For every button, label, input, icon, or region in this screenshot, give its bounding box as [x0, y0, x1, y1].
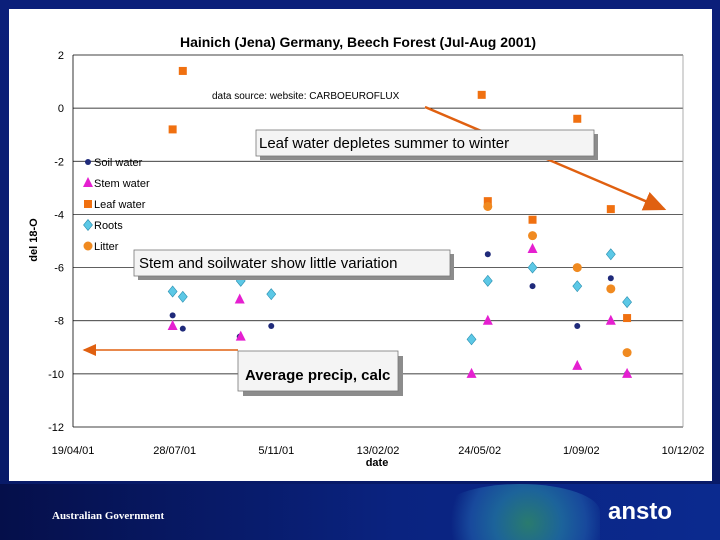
source-note: data source: website: CARBOEUROFLUX: [212, 91, 400, 102]
annotation-leaf-water-text: Leaf water depletes summer to winter: [259, 135, 509, 152]
roots-point: [605, 248, 616, 261]
y-tick-label: -4: [54, 209, 64, 221]
roots-point: [466, 333, 477, 346]
y-tick-label: 0: [58, 103, 64, 115]
legend-marker-roots: [83, 219, 93, 231]
chart-title: Hainich (Jena) Germany, Beech Forest (Ju…: [180, 34, 536, 50]
x-tick-label: 5/11/01: [258, 445, 294, 457]
legend-label-roots: Roots: [94, 220, 123, 232]
y-tick-label: -12: [48, 422, 64, 434]
x-tick-labels: 19/04/01 28/07/01 5/11/01 13/02/02 24/05/02 1…: [52, 445, 705, 457]
stem-water-point: [466, 367, 477, 378]
litter-point: [606, 284, 616, 294]
footer-bar: Australian Government ansto: [0, 484, 720, 540]
roots-point: [622, 296, 632, 309]
litter-point: [528, 231, 538, 241]
roots-point: [482, 274, 493, 287]
stem-water-point: [527, 242, 538, 253]
stem-water-point: [605, 314, 616, 325]
litter-point: [622, 348, 632, 358]
stem-water-point: [234, 293, 245, 304]
annotation-stem-soil-text: Stem and soilwater show little variation: [139, 255, 397, 272]
leaf-water-point: [168, 125, 177, 134]
legend-marker-leaf-water: [84, 200, 92, 208]
annotation-precip: Average precip, calc: [237, 350, 403, 396]
soil-water-point: [529, 283, 536, 290]
legend-marker-litter: [83, 241, 93, 251]
roots-point: [572, 280, 583, 293]
leaf-water-point: [623, 314, 632, 323]
soil-water-point: [484, 251, 491, 258]
leaf-water-point: [178, 66, 187, 75]
roots-point: [177, 290, 188, 303]
stem-water-point: [622, 367, 633, 378]
ansto-logo: ansto: [608, 498, 673, 525]
x-axis-label: date: [366, 457, 389, 469]
stem-water-point: [572, 359, 583, 370]
x-tick-label: 10/12/02: [662, 445, 705, 457]
y-tick-label: -6: [54, 263, 64, 275]
leaf-water-point: [606, 205, 615, 214]
y-tick-label: -10: [48, 369, 64, 381]
chart-panel: [9, 9, 712, 481]
soil-water-point: [268, 323, 275, 330]
y-tick-label: 2: [58, 50, 64, 62]
soil-water-point: [574, 323, 581, 330]
soil-water-point: [169, 312, 176, 319]
legend-label-litter: Litter: [94, 241, 119, 253]
litter-point: [572, 263, 582, 273]
x-tick-label: 19/04/01: [52, 445, 95, 457]
y-axis-label: del 18-O: [28, 218, 40, 262]
stem-water-point: [167, 320, 178, 331]
y-tick-labels: 2 0 -2 -4 -6 -8 -10 -12: [48, 50, 64, 434]
roots-point: [527, 261, 538, 274]
x-tick-label: 24/05/02: [458, 445, 501, 457]
roots-point: [266, 288, 277, 301]
data-points: [167, 66, 633, 378]
leaf-water-point: [573, 114, 582, 123]
leaf-water-point: [477, 90, 486, 99]
x-tick-label: 28/07/01: [153, 445, 196, 457]
legend-label-stem-water: Stem water: [94, 178, 150, 190]
y-tick-label: -2: [54, 156, 64, 168]
stem-water-point: [482, 314, 493, 325]
legend-marker-soil-water: [85, 159, 91, 165]
globe-graphic: [440, 484, 600, 540]
legend-label-soil-water: Soil water: [94, 157, 143, 169]
litter-point: [483, 201, 493, 211]
x-tick-label: 1/09/02: [563, 445, 600, 457]
annotation-precip-text: Average precip, calc: [245, 367, 390, 384]
soil-water-point: [179, 325, 186, 332]
roots-point: [167, 285, 178, 298]
annotation-leaf-water: Leaf water depletes summer to winter: [255, 129, 598, 160]
leaf-water-point: [528, 215, 537, 224]
legend: Soil water Stem water Leaf water Roots Litte…: [83, 157, 150, 253]
legend-marker-stem-water: [83, 177, 93, 187]
stem-water-point: [235, 330, 246, 341]
government-label: Australian Government: [52, 510, 165, 522]
x-tick-label: 13/02/02: [357, 445, 400, 457]
leaf-water-point: [483, 197, 492, 206]
soil-water-point: [607, 275, 614, 282]
annotation-stem-soil: Stem and soilwater show little variation: [133, 249, 454, 280]
y-tick-label: -8: [54, 316, 64, 328]
legend-label-leaf-water: Leaf water: [94, 199, 146, 211]
